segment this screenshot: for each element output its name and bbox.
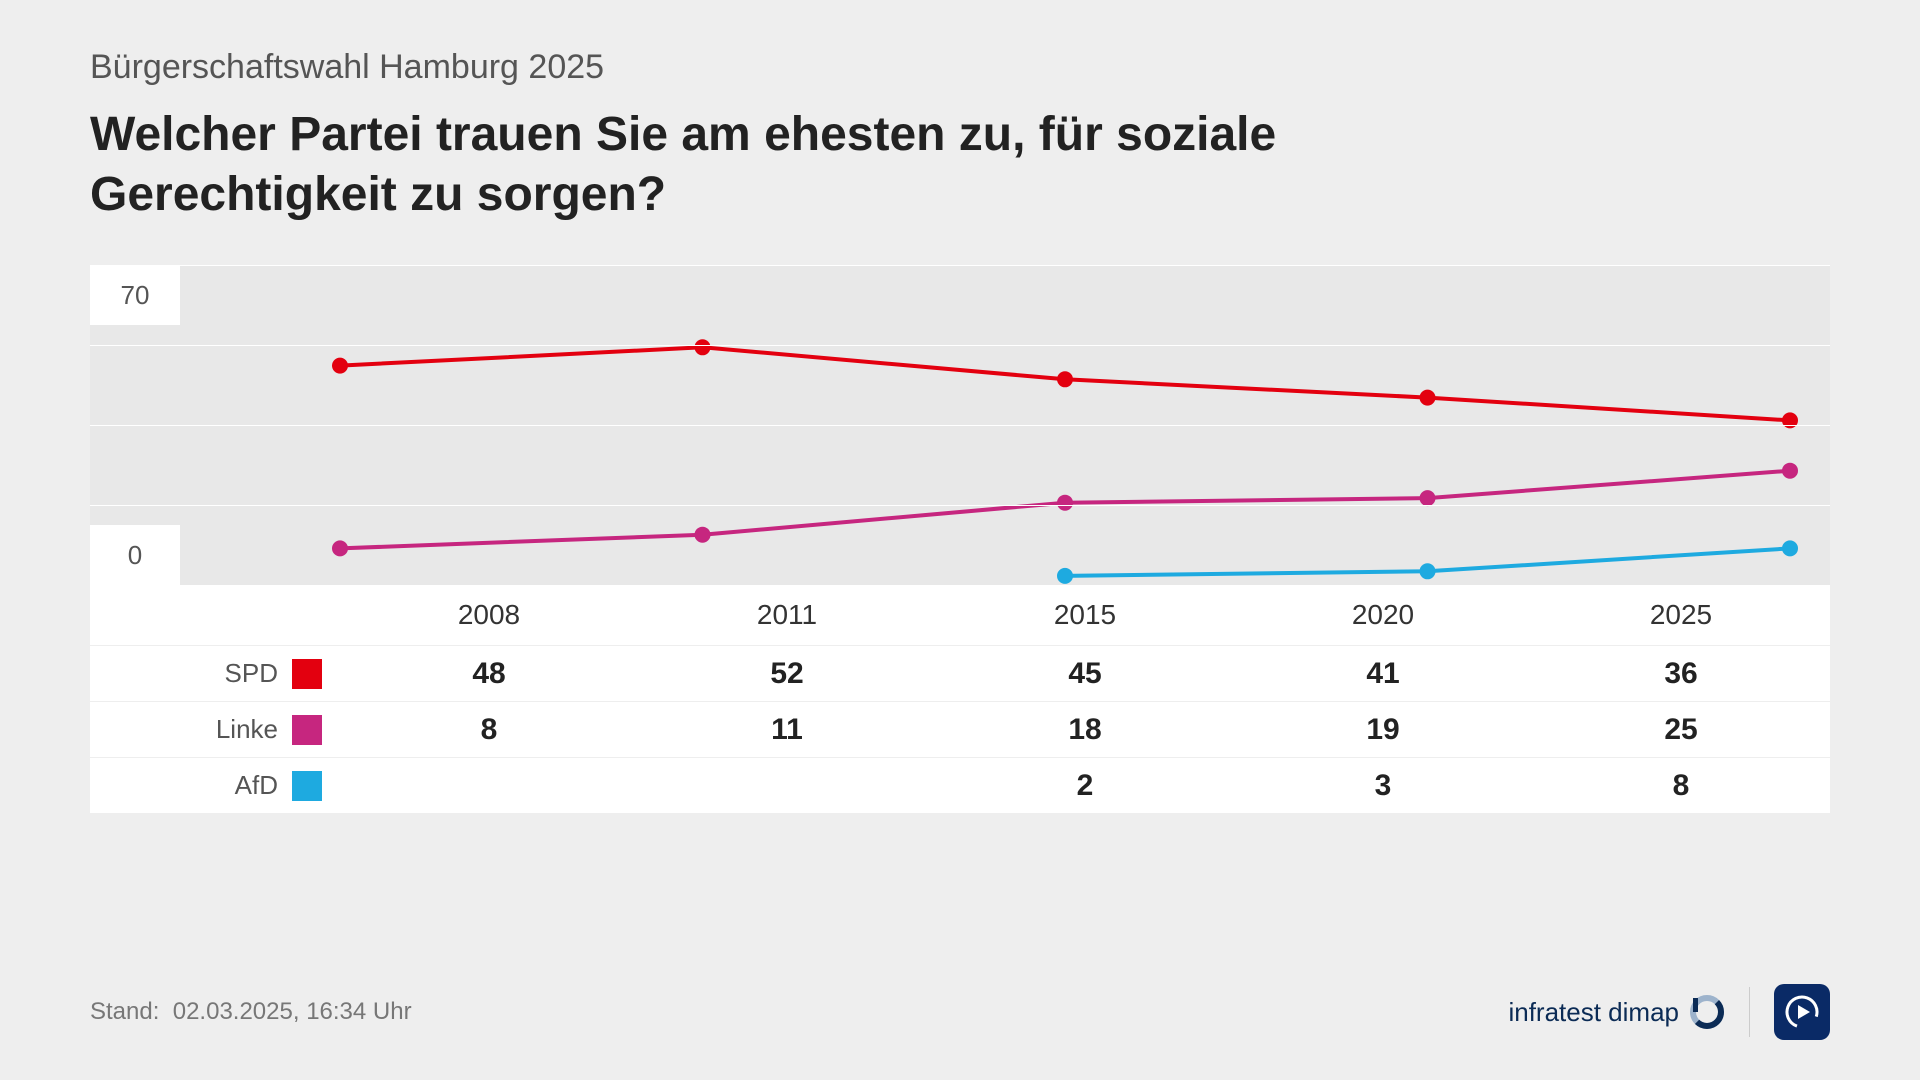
logo-divider bbox=[1749, 987, 1750, 1037]
series-marker-linke bbox=[1057, 495, 1073, 511]
footer-logos: infratest dimap bbox=[1508, 984, 1830, 1040]
table-value: 25 bbox=[1532, 713, 1830, 747]
infratest-logo: infratest dimap bbox=[1508, 994, 1725, 1030]
series-marker-linke bbox=[1420, 490, 1436, 506]
chart-ytick: 70 bbox=[90, 265, 180, 325]
table-row: Linke 811181925 bbox=[90, 701, 1830, 757]
series-marker-spd bbox=[1057, 371, 1073, 387]
infratest-icon bbox=[1689, 994, 1725, 1030]
stand-text: Stand: 02.03.2025, 16:34 Uhr bbox=[90, 998, 412, 1026]
page: Bürgerschaftswahl Hamburg 2025 Welcher P… bbox=[0, 0, 1920, 1080]
series-marker-spd bbox=[695, 339, 711, 355]
table-value: 48 bbox=[340, 657, 638, 691]
table-value: 41 bbox=[1234, 657, 1532, 691]
chart-data-table: 20082011201520202025SPD4852454136Linke81… bbox=[90, 585, 1830, 813]
table-value: 8 bbox=[1532, 769, 1830, 803]
table-value: 52 bbox=[638, 657, 936, 691]
legend-swatch bbox=[292, 715, 322, 745]
table-value: 2 bbox=[936, 769, 1234, 803]
ard-logo bbox=[1774, 984, 1830, 1040]
legend-swatch bbox=[292, 771, 322, 801]
legend-label: Linke bbox=[216, 714, 278, 745]
series-marker-afd bbox=[1782, 540, 1798, 556]
legend-cell-linke: Linke bbox=[90, 714, 340, 745]
ard-icon bbox=[1782, 992, 1822, 1032]
table-value: 3 bbox=[1234, 769, 1532, 803]
stand-value: 02.03.2025, 16:34 Uhr bbox=[173, 998, 412, 1025]
chart-gridline bbox=[90, 505, 1830, 506]
series-marker-linke bbox=[332, 540, 348, 556]
table-year: 2025 bbox=[1532, 599, 1830, 631]
table-year: 2008 bbox=[340, 599, 638, 631]
table-year: 2011 bbox=[638, 599, 936, 631]
page-title: Welcher Partei trauen Sie am ehesten zu,… bbox=[90, 105, 1490, 225]
table-value: 19 bbox=[1234, 713, 1532, 747]
table-value: 8 bbox=[340, 713, 638, 747]
series-marker-linke bbox=[695, 527, 711, 543]
series-marker-linke bbox=[1782, 463, 1798, 479]
series-marker-afd bbox=[1420, 563, 1436, 579]
chart-gridline bbox=[90, 585, 1830, 586]
legend-cell-spd: SPD bbox=[90, 658, 340, 689]
chart-gridline bbox=[90, 345, 1830, 346]
table-value: 36 bbox=[1532, 657, 1830, 691]
line-chart-plot: 0 70 bbox=[90, 265, 1830, 585]
chart-gridline bbox=[90, 265, 1830, 266]
table-value: 11 bbox=[638, 713, 936, 747]
table-row: AfD 238 bbox=[90, 757, 1830, 813]
page-subtitle: Bürgerschaftswahl Hamburg 2025 bbox=[90, 48, 1830, 87]
footer: Stand: 02.03.2025, 16:34 Uhr infratest d… bbox=[90, 984, 1830, 1040]
table-year: 2015 bbox=[936, 599, 1234, 631]
table-row: SPD 4852454136 bbox=[90, 645, 1830, 701]
series-marker-spd bbox=[1782, 412, 1798, 428]
table-year: 2020 bbox=[1234, 599, 1532, 631]
table-header-row: 20082011201520202025 bbox=[90, 585, 1830, 645]
table-value: 45 bbox=[936, 657, 1234, 691]
chart-ytick: 0 bbox=[90, 525, 180, 585]
table-value: 18 bbox=[936, 713, 1234, 747]
legend-label: SPD bbox=[225, 658, 278, 689]
legend-label: AfD bbox=[235, 770, 278, 801]
legend-swatch bbox=[292, 659, 322, 689]
stand-label: Stand: bbox=[90, 998, 159, 1025]
legend-cell-afd: AfD bbox=[90, 770, 340, 801]
series-marker-spd bbox=[1420, 390, 1436, 406]
chart-container: 0 70 20082011201520202025 SPD 4852454136 Lin… bbox=[90, 265, 1830, 813]
series-marker-afd bbox=[1057, 568, 1073, 584]
infratest-label: infratest dimap bbox=[1508, 997, 1679, 1028]
series-marker-spd bbox=[332, 358, 348, 374]
chart-gridline bbox=[90, 425, 1830, 426]
